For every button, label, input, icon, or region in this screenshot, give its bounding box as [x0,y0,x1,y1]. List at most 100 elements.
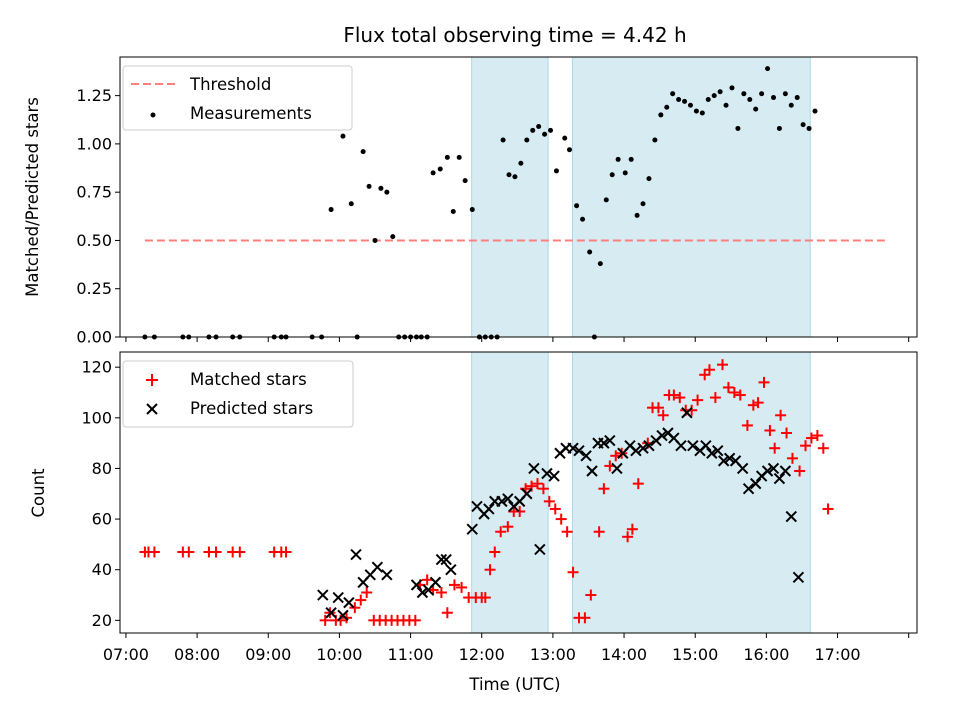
legend-predicted-label: Predicted stars [190,399,313,418]
y-tick-label: 0.00 [76,328,112,347]
matched-stars-series [139,359,834,626]
matched-star-point [585,589,597,601]
matched-star-point [703,364,715,376]
bottom-plot-frame [119,351,918,634]
bottom-legend: Matched stars Predicted stars [122,360,354,428]
measurement-point [776,125,782,131]
bottom-y-axis-label: Count [29,468,48,518]
measurement-point [450,208,456,214]
measurement-point [587,249,593,255]
measurement-point [640,201,646,207]
predicted-star-point [604,434,616,447]
measurement-point [615,156,621,162]
matched-star-point [716,359,728,371]
predicted-star-point [567,442,579,454]
measurement-point [548,127,554,133]
matched-star-point [805,432,817,444]
bottom-legend-box [122,360,354,428]
legend-matched-label: Matched stars [190,370,307,389]
measurement-point [340,133,346,139]
measurement-point [634,212,640,218]
y-tick-label: 20 [92,611,112,630]
measurement-point [682,98,688,104]
matched-star-point [728,387,740,399]
measurement-point [562,135,568,141]
measurement-point [597,261,603,267]
matched-star-point [479,592,491,604]
matched-star-point [183,546,195,558]
measurement-point [530,127,536,133]
y-tick-label: 100 [81,408,112,427]
matched-star-point [567,566,579,578]
matched-star-point [775,409,787,421]
matched-star-point [811,430,823,442]
predicted-star-point [466,523,478,535]
top-y-ticks: 0.00 0.25 0.50 0.75 1.00 1.25 [76,86,120,347]
measurement-point [676,96,682,102]
predicted-star-point [675,439,687,452]
bottom-x-ticks: 07:00 08:00 09:00 10:00 11:00 12:00 13:00 14:00… [103,633,910,664]
predicted-star-point [656,429,668,442]
matched-star-point [794,465,806,477]
matched-star-point [361,586,373,598]
matched-star-point [817,442,829,454]
measurement-point [500,137,506,143]
measurement-point [462,178,468,184]
predicted-star-point [785,510,797,523]
matched-star-point [692,394,704,406]
measurement-point [328,207,334,213]
matched-star-point [668,389,680,401]
bottom-shaded-regions [471,351,811,634]
matched-star-point [800,440,812,452]
measurement-point [542,131,548,137]
matched-star-point [549,503,561,515]
predicted-star-point [681,407,693,419]
measurement-point [687,102,693,108]
matched-star-point [561,526,573,538]
measurement-point [699,110,705,116]
matched-star-point [495,526,507,538]
measurement-point [360,149,366,155]
measurement-point [717,89,723,95]
predicted-star-point [496,495,508,508]
matched-star-point [489,546,501,558]
measurement-point [794,95,800,101]
legend-predicted-swatch [146,403,158,415]
y-tick-label: 1.00 [76,134,112,153]
measurement-point [536,124,542,130]
measurement-point [456,154,462,160]
matched-star-point [555,513,567,525]
measurement-point [524,137,530,143]
matched-star-point [349,602,361,614]
matched-star-point [622,531,634,543]
measurement-point [390,234,396,240]
measurement-point [652,137,658,143]
x-axis-label: Time (UTC) [468,675,560,694]
measurement-point [759,91,765,97]
measurement-point [753,106,759,112]
predicted-star-point [749,477,762,490]
predicted-star-point [723,452,736,465]
measurement-point [747,96,753,102]
measurement-point [518,160,524,166]
measurement-point [806,125,812,131]
matched-star-point [502,521,514,533]
x-tick-label: 15:00 [672,645,718,664]
matched-star-point [741,419,753,431]
predicted-star-point [440,553,452,566]
predicted-star-point [502,493,514,505]
measurement-point [348,201,354,207]
predicted-star-point [643,439,655,452]
matched-star-point [234,546,246,558]
x-tick-label: 17:00 [814,645,860,664]
measurement-point [609,172,615,178]
matched-star-point [709,392,721,404]
measurement-point [512,174,518,180]
predicted-star-point [712,445,724,457]
predicted-star-point [445,564,457,576]
matched-star-point [448,579,460,591]
y-tick-label: 80 [92,459,112,478]
matched-star-point [598,483,610,495]
predicted-stars-series [317,407,805,621]
matched-star-point [484,564,496,576]
